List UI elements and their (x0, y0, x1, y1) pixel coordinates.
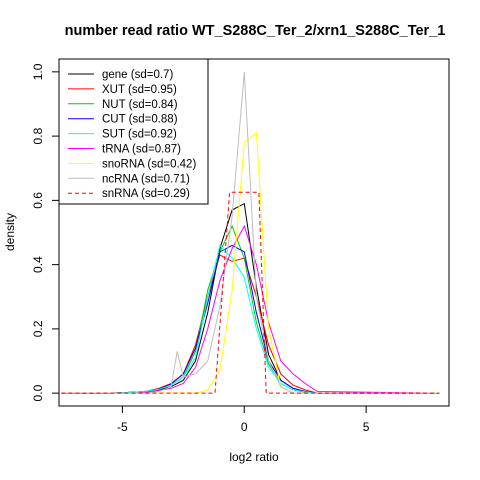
series-line-7 (61, 71, 440, 394)
x-tick-label: -5 (117, 420, 128, 434)
legend-box (58, 58, 209, 205)
legend: gene (sd=0.7) XUT (sd=0.95) NUT (sd=0.84) C… (58, 58, 209, 205)
y-tick-label: 0.8 (31, 127, 45, 144)
y-tick-label: 0.4 (31, 256, 45, 273)
y-tick-label: 0.6 (31, 192, 45, 209)
legend-label: XUT (sd=0.95) (102, 84, 177, 96)
series-line-1 (61, 254, 440, 394)
x-axis-title: log2 ratio (229, 450, 279, 464)
series-line-4 (61, 244, 440, 394)
y-tick-label: 0.2 (31, 320, 45, 337)
series-line-0 (61, 202, 440, 394)
legend-label: snRNA (sd=0.29) (102, 188, 190, 200)
legend-label: snoRNA (sd=0.42) (102, 158, 196, 170)
chart-title: number read ratio WT_S288C_Ter_2/xrn1_S2… (65, 23, 446, 39)
series-line-2 (61, 224, 440, 394)
series-line-8 (61, 191, 440, 394)
plot-lines (61, 71, 440, 394)
y-tick-label: 1.0 (31, 63, 45, 80)
legend-label: CUT (sd=0.88) (102, 114, 178, 126)
legend-label: NUT (sd=0.84) (102, 99, 178, 111)
y-axis-title: density (3, 213, 17, 251)
legend-label: tRNA (sd=0.87) (102, 144, 181, 156)
legend-label: gene (sd=0.7) (102, 69, 173, 81)
x-tick-label: 0 (241, 420, 248, 434)
x-axis: -5 0 5 (117, 405, 370, 434)
x-tick-label: 5 (363, 420, 370, 434)
series-line-5 (61, 224, 440, 394)
legend-label: ncRNA (sd=0.71) (102, 173, 190, 185)
y-tick-label: 0.0 (31, 384, 45, 401)
series-line-3 (61, 244, 440, 394)
legend-label: SUT (sd=0.92) (102, 129, 177, 141)
y-axis: 0.0 0.2 0.4 0.6 0.8 1.0 (31, 63, 60, 401)
